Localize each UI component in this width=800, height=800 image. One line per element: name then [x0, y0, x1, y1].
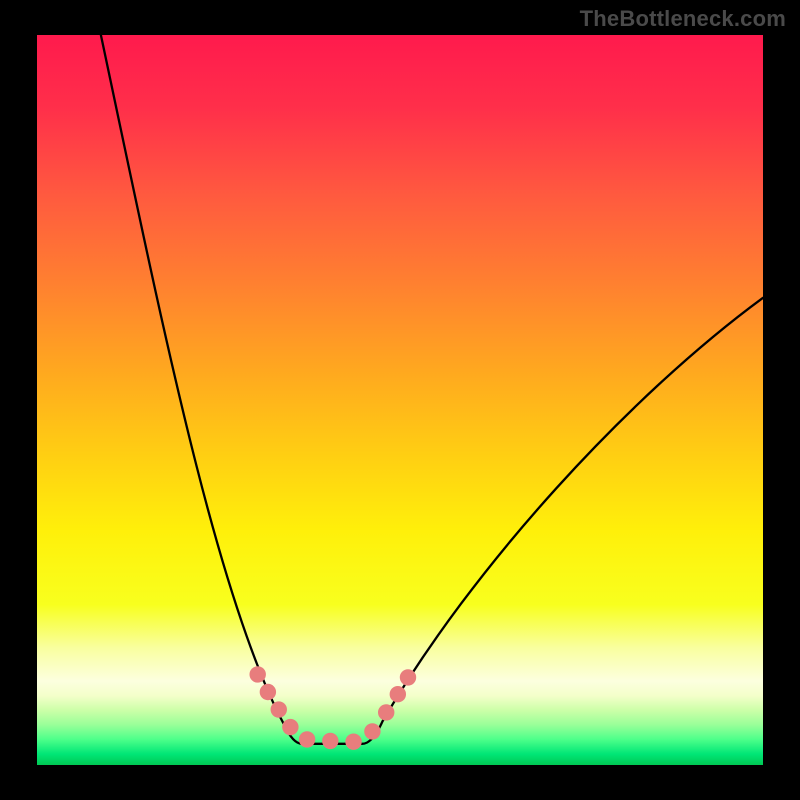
trough-marker	[364, 723, 380, 739]
trough-marker	[299, 731, 315, 747]
trough-marker	[282, 719, 298, 735]
trough-marker	[271, 701, 287, 717]
trough-marker	[250, 666, 266, 682]
trough-marker	[390, 686, 406, 702]
trough-marker	[378, 704, 394, 720]
chart-stage: TheBottleneck.com	[0, 0, 800, 800]
trough-marker	[345, 733, 361, 749]
trough-marker	[400, 669, 416, 685]
watermark-label: TheBottleneck.com	[580, 6, 786, 32]
heat-gradient-panel	[37, 35, 763, 765]
bottleneck-chart	[0, 0, 800, 800]
trough-marker	[322, 733, 338, 749]
trough-marker	[260, 684, 276, 700]
